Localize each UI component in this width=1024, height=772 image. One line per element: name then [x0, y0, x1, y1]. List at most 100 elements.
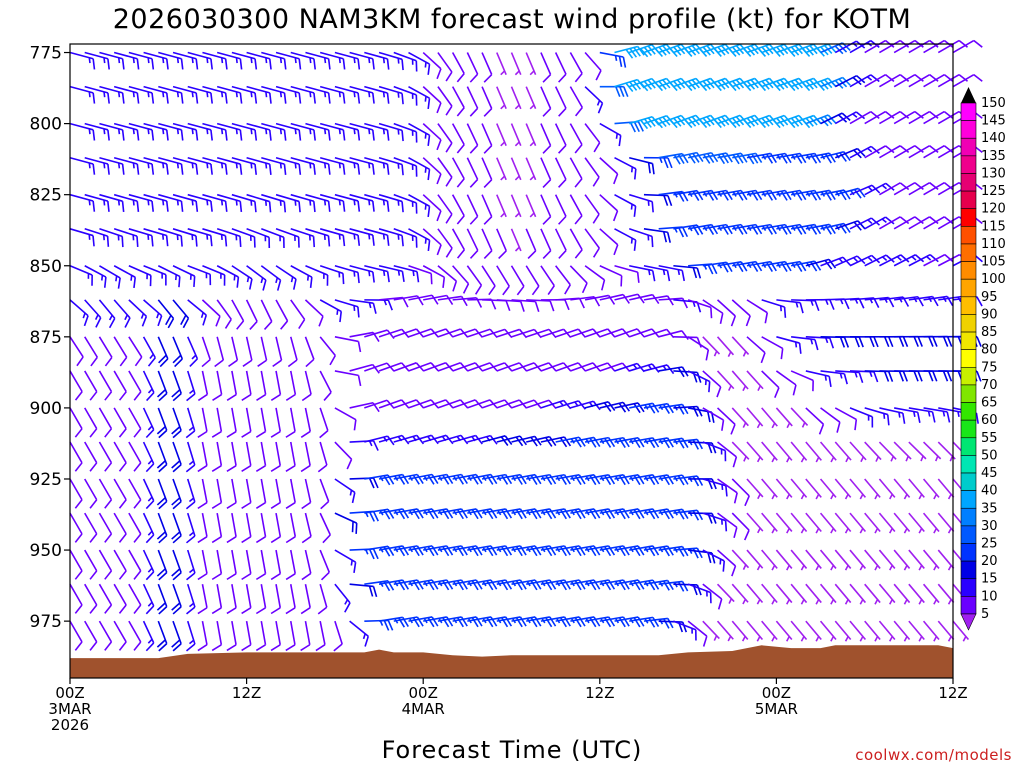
wind-barb — [758, 584, 777, 606]
barb-staff — [526, 266, 539, 286]
barb-flag — [208, 235, 215, 246]
wind-barbs — [61, 39, 982, 651]
barb-flag — [270, 574, 281, 580]
barb-staff — [335, 621, 342, 644]
barb-flag — [226, 645, 237, 651]
wind-barb — [644, 545, 673, 560]
barb-flag — [355, 235, 361, 246]
barb-flag — [256, 395, 267, 401]
wind-barb — [579, 266, 608, 291]
wind-barb — [193, 584, 208, 613]
barb-half-flag — [933, 565, 938, 570]
wind-barb — [728, 371, 748, 392]
barb-flag — [241, 608, 252, 614]
colorbar-swatch — [961, 279, 976, 297]
barb-flag — [223, 130, 229, 141]
x-tick-label: 5MAR — [755, 700, 798, 718]
wind-barb — [315, 300, 344, 322]
colorbar-label: 40 — [981, 484, 998, 499]
barb-flag — [530, 286, 541, 295]
barb-flag — [692, 630, 699, 641]
barb-flag — [326, 164, 332, 175]
barb-staff — [305, 550, 310, 573]
barb-flag — [73, 605, 84, 613]
barb-flag — [712, 513, 716, 523]
x-tick-label: 12Z — [232, 684, 261, 702]
wind-barb — [222, 513, 237, 542]
wind-barb — [865, 337, 893, 347]
wind-barb — [923, 371, 951, 381]
barb-flag — [256, 466, 267, 472]
wind-barb — [920, 442, 941, 462]
colorbar-label: 70 — [981, 378, 998, 393]
barb-flag — [241, 645, 252, 651]
wind-barb — [296, 337, 315, 367]
barb-flag — [557, 74, 568, 82]
wind-barb — [312, 337, 337, 365]
barb-staff — [114, 442, 126, 463]
barb-staff — [585, 124, 600, 143]
barb-flag — [483, 109, 494, 117]
wind-barb — [404, 195, 433, 217]
wind-barb — [325, 621, 343, 651]
axes: 77580082585087590092595097500Z3MAR202612… — [30, 44, 968, 734]
barb-flag — [947, 371, 951, 381]
wind-barb — [266, 479, 281, 508]
barb-flag — [624, 87, 628, 97]
wind-barb — [787, 550, 806, 572]
wind-barb — [281, 550, 296, 579]
wind-barb — [343, 621, 371, 646]
barb-flag — [88, 605, 99, 613]
barb-flag — [208, 201, 214, 212]
barb-staff — [291, 621, 295, 645]
barb-flag — [546, 286, 557, 295]
wind-barb — [438, 296, 467, 310]
barb-flag — [103, 642, 114, 650]
wind-barb — [920, 479, 939, 501]
wind-barb — [92, 300, 118, 328]
wind-barb — [207, 442, 222, 471]
barb-flag — [708, 307, 715, 318]
colorbar-label: 140 — [981, 131, 1006, 146]
barb-flag — [731, 527, 740, 537]
barb-staff — [320, 408, 328, 431]
colorbar-swatch — [961, 191, 976, 209]
wind-barb — [673, 476, 702, 489]
barb-half-flag — [874, 494, 879, 499]
wind-barb — [266, 513, 281, 542]
wind-barb — [328, 442, 355, 469]
barb-flag — [185, 644, 196, 651]
barb-flag — [285, 466, 296, 472]
barb-flag — [434, 103, 444, 113]
wind-barb — [644, 437, 673, 452]
barb-staff — [570, 229, 582, 250]
colorbar-label: 135 — [981, 149, 1006, 164]
barb-half-flag — [800, 528, 805, 533]
barb-staff — [718, 408, 735, 424]
wind-barb — [281, 337, 298, 367]
wind-barb — [773, 442, 792, 464]
barb-staff — [512, 266, 524, 287]
barb-staff — [526, 229, 535, 251]
barb-flag — [297, 93, 303, 104]
wind-barb — [547, 158, 568, 188]
wind-barb — [151, 300, 176, 328]
barb-flag — [89, 357, 100, 366]
wind-barb — [418, 266, 447, 288]
barb-flag — [638, 293, 644, 304]
wind-barb — [416, 158, 443, 184]
wind-barb — [61, 584, 84, 613]
barb-half-flag — [903, 600, 908, 605]
barb-staff — [247, 550, 251, 574]
wind-barb — [252, 337, 268, 367]
wind-barb — [61, 371, 84, 400]
barb-flag — [103, 392, 114, 400]
barb-half-flag — [933, 636, 938, 641]
barb-half-flag — [785, 457, 790, 462]
colorbar-label: 85 — [981, 325, 998, 340]
barb-flag — [93, 318, 103, 328]
barb-flag — [296, 319, 306, 328]
wind-barb — [817, 550, 836, 572]
wind-barb — [934, 584, 953, 606]
